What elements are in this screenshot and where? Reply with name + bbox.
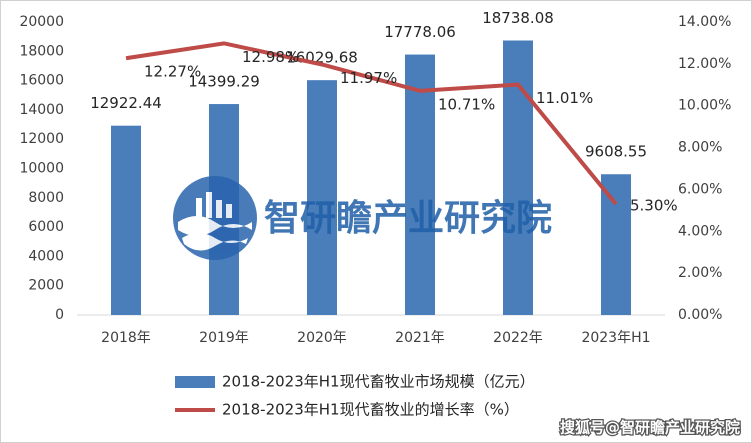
line-value-label: 12.27%	[144, 63, 201, 81]
watermark-logo	[173, 176, 257, 260]
bar-value-label: 14399.29	[188, 73, 260, 91]
y-tick-label: 18000	[19, 43, 64, 59]
bar	[601, 174, 631, 315]
y2-tick-label: 2.00%	[678, 265, 722, 281]
y2-tick-label: 0.00%	[678, 307, 722, 323]
x-tick-label: 2019年	[199, 330, 249, 346]
line	[125, 41, 618, 206]
line-value-label: 5.30%	[630, 197, 678, 215]
line-value-label: 11.01%	[536, 89, 593, 107]
x-tick-label: 2018年	[101, 330, 151, 346]
bar-value-label: 17778.06	[384, 23, 456, 41]
y-tick-label: 20000	[19, 14, 64, 30]
x-tick-label: 2023年H1	[581, 330, 650, 346]
bar-value-label: 9608.55	[585, 143, 647, 161]
bar	[307, 80, 337, 315]
y-tick-label: 4000	[28, 248, 64, 264]
bar	[503, 40, 533, 316]
legend-label: 2018-2023年H1现代畜牧业的增长率（%）	[222, 401, 519, 419]
x-tick-label: 2020年	[297, 330, 347, 346]
y2-tick-label: 10.00%	[678, 98, 731, 114]
y-tick-label: 14000	[19, 102, 64, 118]
y-tick-label: 12000	[19, 131, 64, 147]
line-value-label: 12.98%	[242, 48, 299, 66]
x-tick-label: 2022年	[493, 330, 543, 346]
line-value-label: 10.71%	[438, 95, 495, 113]
legend-label: 2018-2023年H1现代畜牧业市场规模（亿元）	[222, 373, 535, 391]
y2-tick-label: 12.00%	[678, 56, 731, 72]
y-tick-label: 16000	[19, 73, 64, 89]
y-tick-label: 10000	[19, 161, 64, 177]
bar-value-label: 12922.44	[90, 94, 162, 112]
y2-tick-label: 14.00%	[678, 14, 731, 30]
y2-tick-label: 6.00%	[678, 181, 722, 197]
footer: 搜狐号@智研瞻产业研究院	[560, 419, 740, 437]
x-tick-label: 2021年	[395, 330, 445, 346]
bar	[405, 54, 435, 315]
line-value-label: 11.97%	[340, 69, 397, 87]
y-tick-label: 6000	[28, 219, 64, 235]
y-tick-label: 8000	[28, 190, 64, 206]
bar-value-label: 18738.08	[482, 9, 554, 27]
y-tick-label: 2000	[28, 278, 64, 294]
y2-tick-label: 4.00%	[678, 223, 722, 239]
legend-swatch	[175, 376, 215, 388]
y-tick-label: 0	[55, 307, 64, 323]
watermark: 智研瞻产业研究院	[264, 198, 552, 239]
plot-area: 0 2000 4000 6000 8000 10000 12000 14000 16000 180…	[19, 9, 731, 419]
bar	[111, 125, 141, 316]
y2-tick-label: 8.00%	[678, 140, 722, 156]
